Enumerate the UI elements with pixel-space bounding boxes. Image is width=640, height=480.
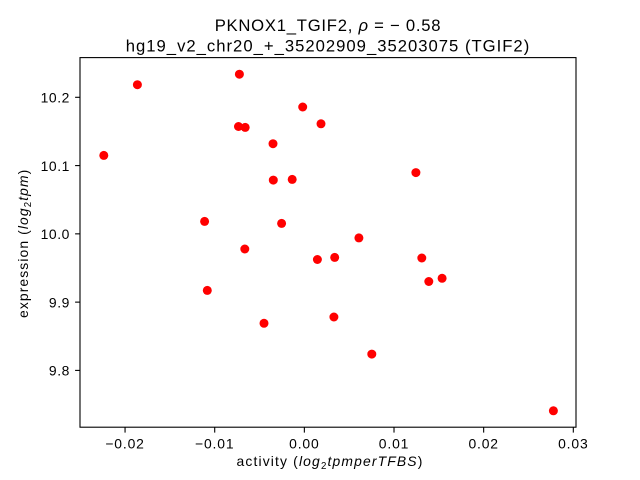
svg-text:PKNOX1_TGIF2, ρ = − 0.58: PKNOX1_TGIF2, ρ = − 0.58 bbox=[215, 16, 442, 35]
svg-text:hg19_v2_chr20_+_35202909_35203: hg19_v2_chr20_+_35202909_35203075 (TGIF2… bbox=[126, 37, 531, 56]
svg-text:9.8: 9.8 bbox=[49, 363, 70, 379]
svg-text:0.02: 0.02 bbox=[468, 436, 498, 452]
svg-text:10.2: 10.2 bbox=[41, 90, 70, 106]
svg-text:activity (log2tpmperTFBS): activity (log2tpmperTFBS) bbox=[237, 453, 424, 472]
svg-text:0.00: 0.00 bbox=[289, 436, 319, 452]
svg-text:10.1: 10.1 bbox=[41, 158, 70, 174]
svg-text:0.03: 0.03 bbox=[558, 436, 588, 452]
svg-text:−0.01: −0.01 bbox=[195, 436, 234, 452]
svg-text:0.01: 0.01 bbox=[379, 436, 409, 452]
svg-text:10.0: 10.0 bbox=[41, 226, 70, 242]
svg-text:−0.02: −0.02 bbox=[105, 436, 144, 452]
svg-text:9.9: 9.9 bbox=[49, 294, 70, 310]
svg-text:expression (log2tpm): expression (log2tpm) bbox=[15, 169, 34, 318]
